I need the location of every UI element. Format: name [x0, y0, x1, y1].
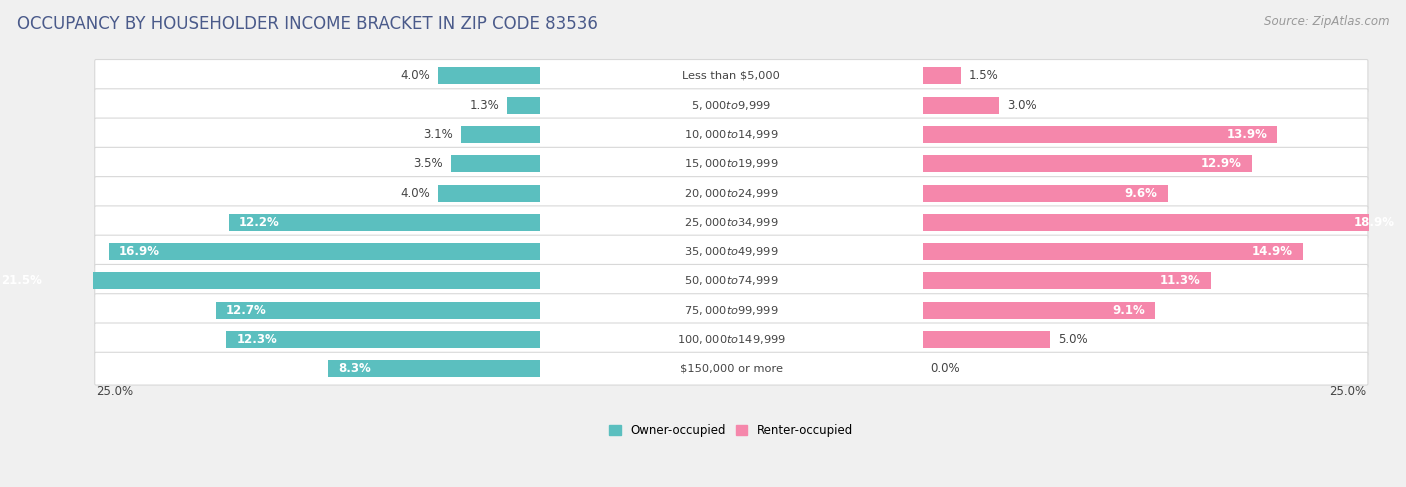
FancyBboxPatch shape [94, 235, 1368, 268]
FancyBboxPatch shape [94, 177, 1368, 209]
Text: 4.0%: 4.0% [401, 187, 430, 200]
Bar [0, 272, 540, 289]
Bar [922, 272, 1211, 289]
Bar [226, 331, 540, 348]
FancyBboxPatch shape [94, 264, 1368, 297]
Bar [108, 243, 540, 260]
Bar [437, 67, 540, 84]
Bar [506, 97, 540, 113]
Bar [922, 243, 1303, 260]
Text: 1.3%: 1.3% [470, 99, 499, 112]
Text: 1.5%: 1.5% [969, 70, 998, 82]
Text: $100,000 to $149,999: $100,000 to $149,999 [676, 333, 786, 346]
Bar [922, 67, 960, 84]
Bar [922, 97, 1000, 113]
Bar [922, 155, 1251, 172]
Text: $150,000 or more: $150,000 or more [681, 364, 783, 374]
Bar [328, 360, 540, 377]
Bar [217, 301, 540, 318]
Legend: Owner-occupied, Renter-occupied: Owner-occupied, Renter-occupied [605, 419, 858, 442]
Text: 0.0%: 0.0% [931, 362, 960, 375]
Text: 12.2%: 12.2% [239, 216, 280, 229]
Bar [451, 155, 540, 172]
FancyBboxPatch shape [94, 323, 1368, 356]
Text: 13.9%: 13.9% [1226, 128, 1267, 141]
Bar [922, 331, 1050, 348]
FancyBboxPatch shape [94, 118, 1368, 151]
Text: 11.3%: 11.3% [1160, 274, 1201, 287]
Text: 25.0%: 25.0% [1330, 385, 1367, 398]
FancyBboxPatch shape [94, 59, 1368, 93]
Text: $20,000 to $24,999: $20,000 to $24,999 [685, 187, 779, 200]
Text: $25,000 to $34,999: $25,000 to $34,999 [685, 216, 779, 229]
Text: 5.0%: 5.0% [1057, 333, 1088, 346]
Text: 9.6%: 9.6% [1125, 187, 1157, 200]
Text: 3.1%: 3.1% [423, 128, 453, 141]
Text: 21.5%: 21.5% [1, 274, 42, 287]
Text: 4.0%: 4.0% [401, 70, 430, 82]
Text: 12.3%: 12.3% [236, 333, 277, 346]
Bar [922, 214, 1405, 231]
Text: 18.9%: 18.9% [1354, 216, 1395, 229]
Text: 9.1%: 9.1% [1112, 303, 1144, 317]
Text: $5,000 to $9,999: $5,000 to $9,999 [692, 99, 772, 112]
Bar [922, 185, 1167, 202]
Text: 14.9%: 14.9% [1251, 245, 1292, 258]
Text: 12.9%: 12.9% [1201, 157, 1241, 170]
Bar [437, 185, 540, 202]
Bar [922, 301, 1154, 318]
FancyBboxPatch shape [94, 89, 1368, 122]
Text: OCCUPANCY BY HOUSEHOLDER INCOME BRACKET IN ZIP CODE 83536: OCCUPANCY BY HOUSEHOLDER INCOME BRACKET … [17, 15, 598, 33]
Text: 3.5%: 3.5% [413, 157, 443, 170]
Text: 25.0%: 25.0% [96, 385, 134, 398]
Text: 16.9%: 16.9% [120, 245, 160, 258]
Text: 3.0%: 3.0% [1007, 99, 1036, 112]
Bar [461, 126, 540, 143]
Text: $15,000 to $19,999: $15,000 to $19,999 [685, 157, 779, 170]
Text: $50,000 to $74,999: $50,000 to $74,999 [685, 274, 779, 287]
FancyBboxPatch shape [94, 148, 1368, 180]
Text: 12.7%: 12.7% [226, 303, 267, 317]
Bar [229, 214, 540, 231]
Text: $35,000 to $49,999: $35,000 to $49,999 [685, 245, 779, 258]
Text: $10,000 to $14,999: $10,000 to $14,999 [685, 128, 779, 141]
Text: $75,000 to $99,999: $75,000 to $99,999 [685, 303, 779, 317]
Text: 8.3%: 8.3% [339, 362, 371, 375]
Text: Source: ZipAtlas.com: Source: ZipAtlas.com [1264, 15, 1389, 28]
FancyBboxPatch shape [94, 352, 1368, 385]
Bar [922, 126, 1278, 143]
Text: Less than $5,000: Less than $5,000 [682, 71, 780, 81]
FancyBboxPatch shape [94, 206, 1368, 239]
FancyBboxPatch shape [94, 294, 1368, 326]
